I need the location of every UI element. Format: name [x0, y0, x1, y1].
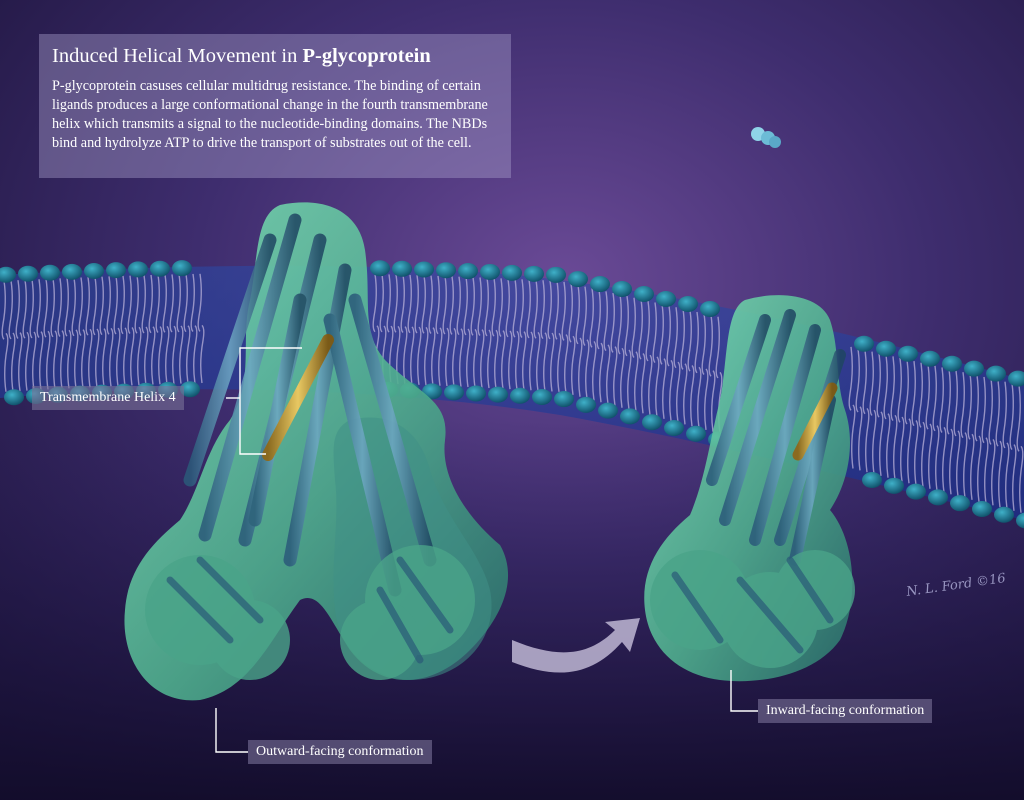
lipid-head — [106, 262, 126, 279]
lipid-head — [986, 365, 1006, 382]
lipid-head — [532, 388, 552, 405]
lipid-head — [524, 265, 544, 282]
title-bold: P-glycoprotein — [302, 45, 431, 67]
lipid-head — [898, 345, 918, 362]
lipid-head — [444, 384, 464, 401]
lipid-head — [620, 408, 640, 425]
lipid-head — [554, 391, 574, 408]
lipid-head — [1016, 512, 1024, 529]
lipid-head — [928, 489, 948, 506]
lipid-head — [62, 263, 82, 280]
lipid-head — [0, 266, 16, 283]
lipid-head — [370, 260, 390, 277]
lipid-head — [590, 276, 610, 293]
lipid-head — [502, 264, 522, 281]
conformation-arrow — [512, 618, 640, 673]
lipid-head — [4, 389, 24, 406]
outward-leader — [215, 708, 248, 753]
lipid-head — [568, 271, 588, 288]
lipid-head — [18, 265, 38, 282]
lipid-head — [1008, 370, 1024, 387]
lipid-head — [884, 477, 904, 494]
inward-label: Inward-facing conformation — [758, 699, 933, 723]
protein-outward — [124, 202, 509, 701]
lipid-head — [972, 500, 992, 517]
lipid-head — [576, 396, 596, 413]
lipid-head — [664, 419, 684, 436]
lipid-head — [392, 260, 412, 277]
lipid-head — [656, 290, 676, 307]
lipid-head — [642, 414, 662, 431]
lipid-head — [488, 386, 508, 403]
lipid-head — [84, 262, 104, 279]
lipid-head — [150, 260, 170, 277]
lipid-head — [40, 264, 60, 281]
floating-molecule — [751, 127, 781, 148]
helix-4-inward-highlight — [792, 382, 838, 461]
transmembrane-helix-4-highlight — [262, 334, 334, 461]
lipid-head — [634, 286, 654, 303]
lipid-head — [994, 506, 1014, 523]
inward-leader — [730, 670, 758, 712]
protein-inward — [644, 295, 855, 682]
callout-lines — [215, 347, 758, 753]
lipid-head — [598, 402, 618, 419]
lipid-head — [942, 355, 962, 372]
lipid-head — [686, 425, 706, 442]
lipid-head — [612, 281, 632, 298]
lipid-head — [964, 360, 984, 377]
lipid-head — [480, 263, 500, 280]
lipid-head — [180, 381, 200, 398]
lipid-head — [920, 350, 940, 367]
lipid-head — [876, 340, 896, 357]
description-text: P-glycoprotein casuses cellular multidru… — [52, 78, 488, 151]
lipid-head — [458, 263, 478, 280]
lipid-head — [172, 260, 192, 277]
lipid-head — [414, 261, 434, 278]
lipid-head — [862, 472, 882, 489]
lipid-head — [466, 385, 486, 402]
lipid-head — [436, 262, 456, 279]
lipid-head — [510, 387, 530, 404]
helix4-bracket-top — [239, 347, 302, 398]
lipid-head — [700, 300, 720, 317]
helix4-bracket-bottom — [239, 398, 266, 455]
lipid-head — [950, 495, 970, 512]
info-panel: Induced Helical Movement in P-glycoprote… — [39, 34, 511, 178]
page-title: Induced Helical Movement in P-glycoprote… — [52, 44, 499, 68]
lipid-head — [678, 295, 698, 312]
helix4-label: Transmembrane Helix 4 — [32, 386, 184, 410]
title-plain: Induced Helical Movement in — [52, 45, 303, 67]
outward-label: Outward-facing conformation — [248, 740, 432, 764]
lipid-head — [128, 261, 148, 278]
lipid-head — [546, 266, 566, 283]
lipid-head — [854, 335, 874, 352]
lipid-head — [906, 483, 926, 500]
